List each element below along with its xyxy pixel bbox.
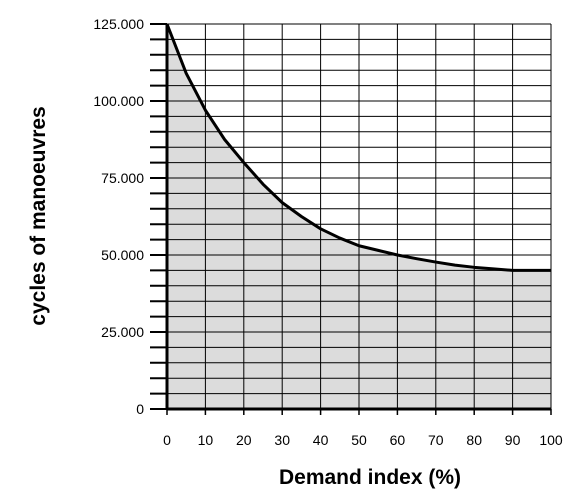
x-tick-label-100: 100 [539,432,563,448]
x-tick-label-0: 0 [163,432,171,448]
x-tick-label-50: 50 [351,432,367,448]
x-tick-label-30: 30 [274,432,290,448]
y-tick-label-50000: 50.000 [101,247,144,263]
cycles-curve [165,23,551,272]
x-axis-title: Demand index (%) [279,466,461,489]
y-axis-title: cycles of manoeuvres [27,106,50,325]
axes [150,23,552,415]
y-tick-label-100000: 100.000 [93,93,144,109]
vertical-gridlines [204,24,552,409]
x-tick-label-20: 20 [236,432,252,448]
y-tick-labels: 0 25.000 50.000 75.000 100.000 125.000 [93,16,144,417]
cycles-area-fill [167,24,551,409]
y-tick-label-125000: 125.000 [93,16,144,32]
x-tick-label-80: 80 [466,432,482,448]
x-tick-label-90: 90 [505,432,521,448]
y-tick-label-75000: 75.000 [101,170,144,186]
x-tick-label-70: 70 [428,432,444,448]
y-tick-label-25000: 25.000 [101,324,144,340]
x-tick-label-60: 60 [390,432,406,448]
x-tick-label-10: 10 [198,432,214,448]
y-tick-label-0: 0 [136,401,144,417]
x-tick-labels: 0 10 20 30 40 50 60 70 80 90 100 [163,432,563,448]
x-tick-label-40: 40 [313,432,329,448]
horizontal-gridlines [167,23,551,395]
